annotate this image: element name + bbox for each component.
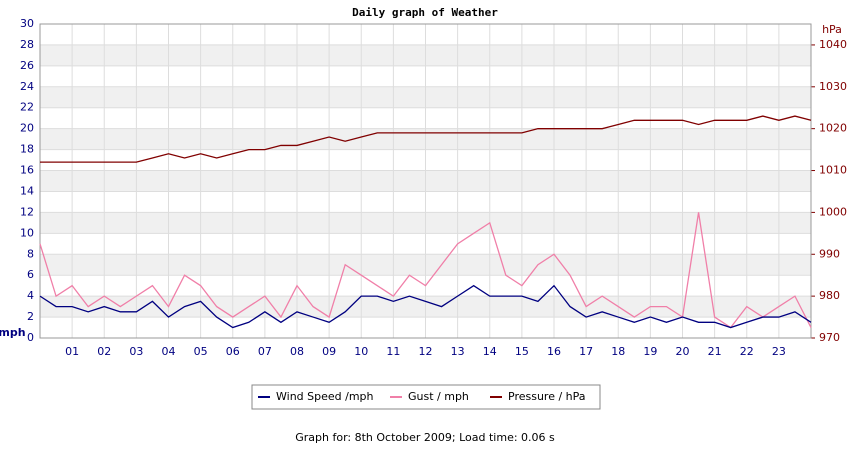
x-tick-label: 04 xyxy=(162,345,176,358)
x-tick-label: 02 xyxy=(97,345,111,358)
y-tick-label: 12 xyxy=(20,205,34,218)
x-tick-label: 18 xyxy=(611,345,625,358)
plot-frame xyxy=(39,23,812,339)
y-tick-label: 6 xyxy=(27,268,34,281)
footer: Graph for: 8th October 2009; Load time: … xyxy=(295,431,555,444)
x-tick-label: 07 xyxy=(258,345,272,358)
y2-tick-label: 1010 xyxy=(819,164,847,177)
legend-label: Gust / mph xyxy=(408,390,469,403)
y-axis-label: mph xyxy=(0,326,26,339)
y-tick-label: 0 xyxy=(27,331,34,344)
x-tick-label: 01 xyxy=(65,345,79,358)
y-tick-label: 8 xyxy=(27,247,34,260)
series-line xyxy=(40,115,812,163)
y-tick-label: 22 xyxy=(20,101,34,114)
y2-tick-label: 1030 xyxy=(819,80,847,93)
y-tick-label: 24 xyxy=(20,80,34,93)
x-tick-label: 16 xyxy=(547,345,561,358)
y-tick-label: 10 xyxy=(20,226,34,239)
x-tick-label: 03 xyxy=(129,345,143,358)
y-tick-label: 2 xyxy=(27,310,34,323)
x-tick-label: 15 xyxy=(515,345,529,358)
y2-axis-label: hPa xyxy=(822,23,842,36)
x-tick-label: 05 xyxy=(194,345,208,358)
y2-tick-label: 990 xyxy=(819,247,840,260)
legend-label: Pressure / hPa xyxy=(508,390,586,403)
x-tick-label: 19 xyxy=(643,345,657,358)
x-tick-label: 23 xyxy=(772,345,786,358)
x-tick-label: 08 xyxy=(290,345,304,358)
y-tick-label: 28 xyxy=(20,38,34,51)
y-tick-label: 14 xyxy=(20,184,34,197)
x-tick-label: 17 xyxy=(579,345,593,358)
y-tick-label: 18 xyxy=(20,143,34,156)
y-tick-label: 4 xyxy=(27,289,34,302)
x-tick-label: 22 xyxy=(740,345,754,358)
x-tick-label: 21 xyxy=(708,345,722,358)
legend-box xyxy=(251,384,601,410)
y-tick-label: 20 xyxy=(20,122,34,135)
x-tick-label: 11 xyxy=(386,345,400,358)
legend-label: Wind Speed /mph xyxy=(276,390,374,403)
y-tick-label: 30 xyxy=(20,17,34,30)
y-tick-label: 26 xyxy=(20,59,34,72)
series-line xyxy=(39,284,812,329)
x-tick-label: 10 xyxy=(354,345,368,358)
y2-tick-label: 980 xyxy=(819,289,840,302)
x-tick-label: 20 xyxy=(676,345,690,358)
x-tick-label: 12 xyxy=(419,345,433,358)
y2-tick-label: 1000 xyxy=(819,205,847,218)
x-tick-label: 06 xyxy=(226,345,240,358)
chart-title: Daily graph of Weather xyxy=(352,6,498,19)
x-tick-label: 09 xyxy=(322,345,336,358)
y2-tick-label: 1040 xyxy=(819,38,847,51)
y2-tick-label: 970 xyxy=(819,331,840,344)
x-tick-label: 14 xyxy=(483,345,497,358)
x-tick-label: 13 xyxy=(451,345,465,358)
y-tick-label: 16 xyxy=(20,164,34,177)
y2-tick-label: 1020 xyxy=(819,122,847,135)
